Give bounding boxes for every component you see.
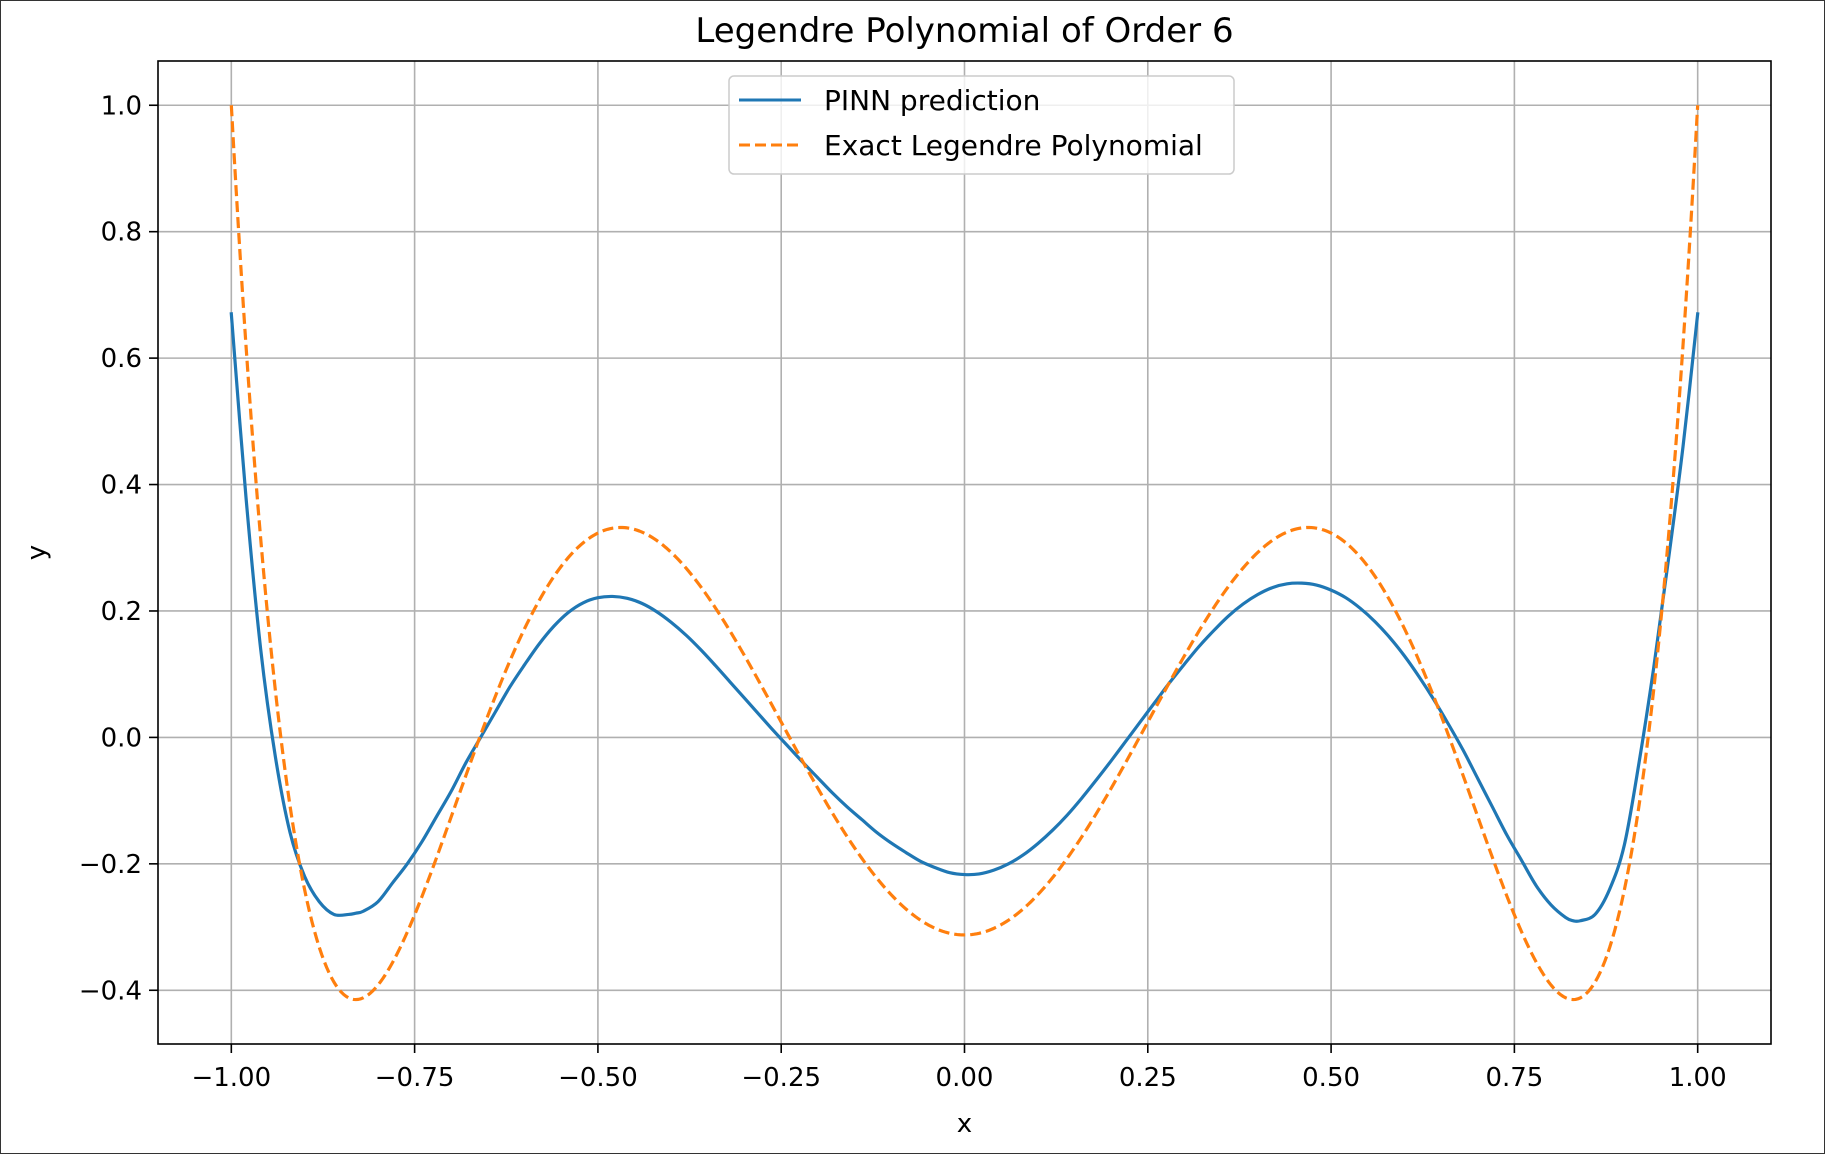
x-tick-label: 0.50: [1302, 1063, 1360, 1093]
x-tick-label: 1.00: [1669, 1063, 1727, 1093]
y-tick-label: 0.8: [101, 218, 142, 248]
y-tick-label: 0.4: [101, 471, 142, 501]
y-tick-label: 0.6: [101, 344, 142, 374]
x-tick-label: 0.00: [936, 1063, 994, 1093]
y-tick-label: −0.2: [79, 850, 142, 880]
series-pinn-prediction: [229, 312, 1700, 923]
chart-title: Legendre Polynomial of Order 6: [695, 11, 1233, 51]
x-tick-label: −0.25: [741, 1063, 821, 1093]
grid-layer: [158, 61, 1771, 1044]
y-tick-label: −0.4: [79, 976, 142, 1006]
series-layer: [229, 105, 1700, 1002]
x-tick-label: 0.75: [1485, 1063, 1543, 1093]
y-tick-label: 0.2: [101, 597, 142, 627]
x-tick-label: −0.50: [558, 1063, 638, 1093]
legend: PINN prediction Exact Legendre Polynomia…: [728, 75, 1235, 175]
x-tick-label: 0.25: [1119, 1063, 1177, 1093]
tick-layer: −1.00 −0.75 −0.50 −0.25 0.00 0.25 0.50 0.75 1.00…: [79, 91, 1727, 1093]
legend-box: [728, 75, 1235, 175]
x-axis-label: x: [957, 1109, 972, 1139]
y-axis-label: y: [22, 545, 52, 560]
legend-label-pinn: PINN prediction: [824, 84, 1040, 117]
y-tick-label: 1.0: [101, 91, 142, 121]
series-exact-legendre: [229, 105, 1700, 1002]
x-tick-label: −1.00: [191, 1063, 271, 1093]
y-tick-label: 0.0: [101, 723, 142, 753]
legend-label-exact: Exact Legendre Polynomial: [824, 129, 1203, 162]
x-tick-label: −0.75: [375, 1063, 455, 1093]
